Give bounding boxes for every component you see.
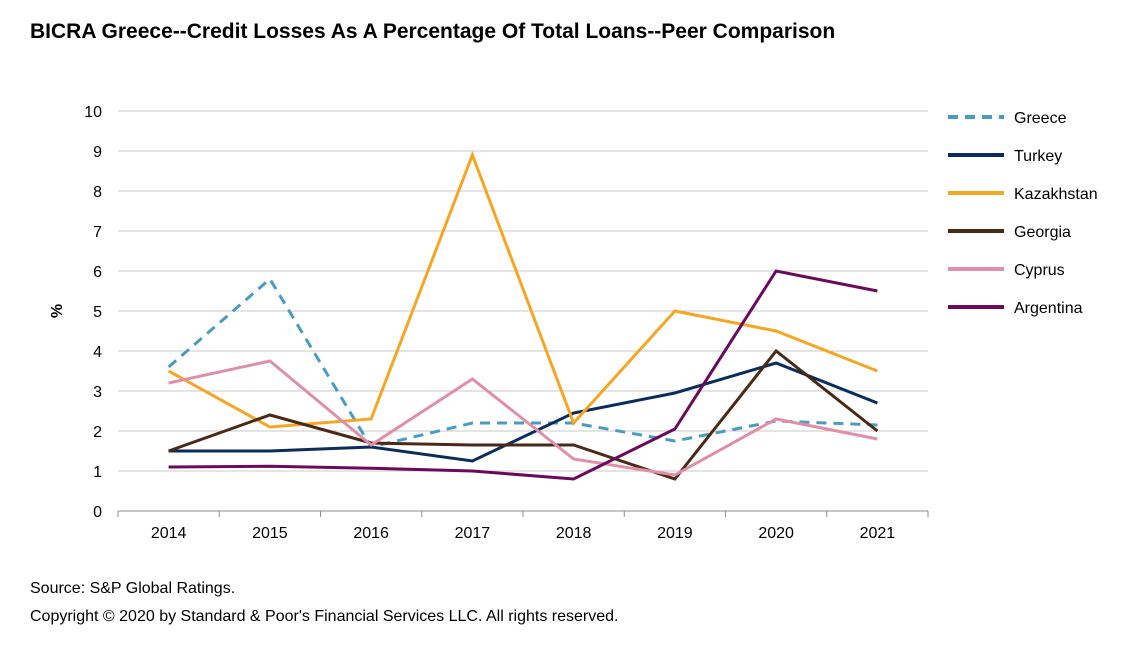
y-tick-label: 5 — [93, 304, 102, 321]
legend-item-cyprus: Cyprus — [948, 262, 1065, 279]
series-line-greece — [167, 276, 878, 449]
series-line-kazakhstan — [167, 150, 878, 429]
x-tick-label: 2016 — [353, 525, 389, 542]
source-note: Source: S&P Global Ratings. — [30, 580, 236, 597]
y-tick-label: 10 — [84, 104, 102, 121]
legend-label: Georgia — [1014, 224, 1071, 241]
legend-item-kazakhstan: Kazakhstan — [948, 186, 1098, 203]
series-line-georgia — [168, 348, 879, 481]
legend-label: Argentina — [1014, 300, 1083, 317]
x-tick-label: 2021 — [860, 525, 896, 542]
copyright-note: Copyright © 2020 by Standard & Poor's Fi… — [30, 608, 619, 625]
series-line-cyprus — [168, 359, 878, 477]
legend: Greece Turkey Kazakhstan Georgia Cyprus Argen… — [948, 110, 1098, 317]
legend-label: Kazakhstan — [1014, 186, 1098, 203]
x-tick-label: 2015 — [252, 525, 288, 542]
series-lines — [167, 150, 879, 481]
x-tick-label: 2014 — [151, 525, 187, 542]
y-tick-label: 2 — [93, 424, 102, 441]
y-tick-label: 7 — [93, 224, 102, 241]
gridlines — [118, 110, 928, 472]
series-line-argentina — [168, 269, 878, 481]
y-tick-label: 4 — [93, 344, 102, 361]
legend-label: Turkey — [1014, 148, 1062, 165]
series-line-turkey — [168, 361, 878, 463]
y-tick-label: 8 — [93, 184, 102, 201]
legend-item-turkey: Turkey — [948, 148, 1062, 165]
axes: 0 1 2 3 4 5 6 7 8 9 10 2014 2015 2016 2017 2018 2019 2020… — [49, 104, 929, 542]
legend-item-greece: Greece — [948, 110, 1067, 127]
x-tick-label: 2018 — [556, 525, 592, 542]
legend-label: Cyprus — [1014, 262, 1065, 279]
x-tick-label: 2019 — [657, 525, 693, 542]
y-tick-label: 6 — [93, 264, 102, 281]
legend-item-argentina: Argentina — [948, 300, 1083, 317]
y-tick-label: 3 — [93, 384, 102, 401]
y-tick-label: 9 — [93, 144, 102, 161]
y-axis-label: % — [49, 304, 66, 318]
legend-label: Greece — [1014, 110, 1067, 127]
x-tick-label: 2020 — [758, 525, 794, 542]
x-tick-label: 2017 — [455, 525, 491, 542]
y-tick-label: 0 — [93, 504, 102, 521]
legend-item-georgia: Georgia — [948, 224, 1071, 241]
chart-title: BICRA Greece--Credit Losses As A Percent… — [30, 20, 836, 43]
y-tick-label: 1 — [93, 464, 102, 481]
